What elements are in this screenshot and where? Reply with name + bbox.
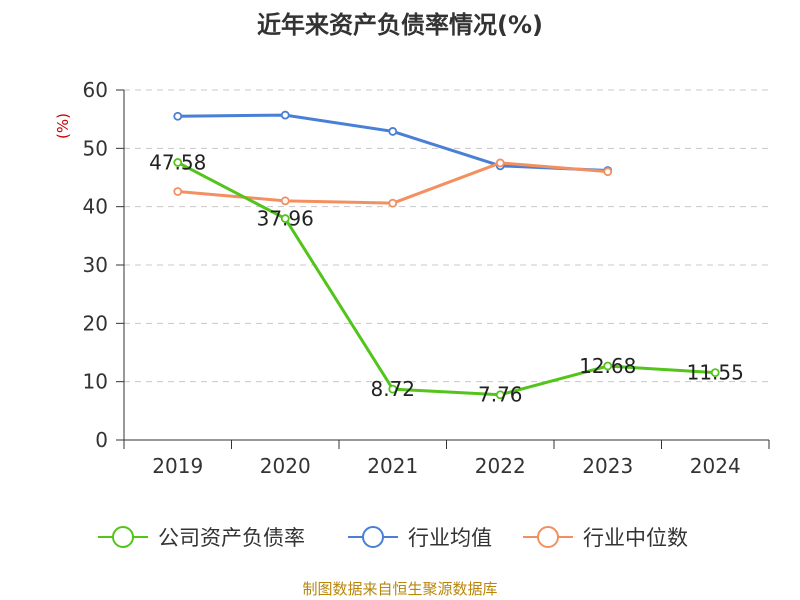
data-point-行业均值-2019 [173, 111, 183, 121]
data-point-公司资产负债率-2024 [710, 368, 720, 378]
y-tick-label-30: 30 [83, 253, 108, 277]
gridlines [124, 89, 769, 383]
chart-title: 近年来资产负债率情况(%) [257, 11, 543, 39]
x-tick-label-2021: 2021 [367, 454, 418, 478]
data-label-2021: 8.72 [370, 377, 415, 401]
data-point-行业均值-2020 [280, 110, 290, 120]
y-tick-label-50: 50 [83, 136, 108, 160]
series-line-公司资产负债率 [177, 161, 716, 397]
series-line-行业均值 [177, 113, 608, 172]
y-axis-label: (%) [54, 113, 72, 139]
data-point-公司资产负债率-2023 [603, 361, 613, 371]
data-point-行业中位数-2020 [280, 196, 290, 206]
data-label-2024: 11.55 [687, 361, 744, 385]
y-tick-label-10: 10 [83, 370, 108, 394]
data-point-公司资产负债率-2022 [495, 390, 505, 400]
x-tick-label-2022: 2022 [475, 454, 526, 478]
data-label-2023: 12.68 [579, 354, 636, 378]
source-note: 制图数据来自恒生聚源数据库 [302, 580, 497, 598]
data-point-公司资产负债率-2021 [388, 384, 398, 394]
y-tick-label-40: 40 [83, 195, 108, 219]
data-point-行业中位数-2022 [495, 158, 505, 168]
y-tick-label-0: 0 [95, 428, 108, 452]
x-tick-label-2020: 2020 [260, 454, 311, 478]
x-tick-label-2023: 2023 [582, 454, 633, 478]
data-label-2019: 47.58 [149, 150, 206, 174]
data-point-行业中位数-2019 [173, 187, 183, 196]
legend-marker-公司资产负债率 [112, 526, 134, 548]
legend-marker-行业均值 [362, 526, 384, 548]
legend-marker-行业中位数 [537, 526, 559, 548]
legend-item-公司资产负债率: 公司资产负债率 [98, 526, 305, 550]
axes: 0 10 20 30 40 50 60 2019 2020 2021 2022 2023 2024 [83, 78, 770, 478]
series-layer [173, 110, 720, 400]
data-point-行业均值-2021 [388, 127, 398, 136]
x-tick-label-2019: 2019 [152, 454, 203, 478]
legend-label-行业中位数: 行业中位数 [583, 526, 688, 550]
data-label-2022: 7.76 [478, 383, 523, 407]
data-label-2020: 37.96 [257, 207, 314, 231]
legend-item-行业中位数: 行业中位数 [523, 526, 688, 550]
x-tick-label-2024: 2024 [690, 454, 741, 478]
data-point-行业中位数-2021 [388, 198, 398, 208]
legend-label-公司资产负债率: 公司资产负债率 [158, 526, 305, 550]
data-point-公司资产负债率-2020 [280, 214, 290, 223]
y-tick-label-60: 60 [83, 78, 108, 102]
data-point-公司资产负债率-2019 [173, 158, 183, 167]
y-tick-label-20: 20 [83, 311, 108, 335]
legend-item-行业均值: 行业均值 [348, 526, 492, 550]
legend: 公司资产负债率 行业均值 行业中位数 [98, 526, 688, 550]
data-labels: 47.58 37.96 8.72 7.76 12.68 11.55 [149, 150, 744, 406]
data-point-行业中位数-2023 [603, 167, 613, 177]
legend-label-行业均值: 行业均值 [408, 526, 492, 550]
